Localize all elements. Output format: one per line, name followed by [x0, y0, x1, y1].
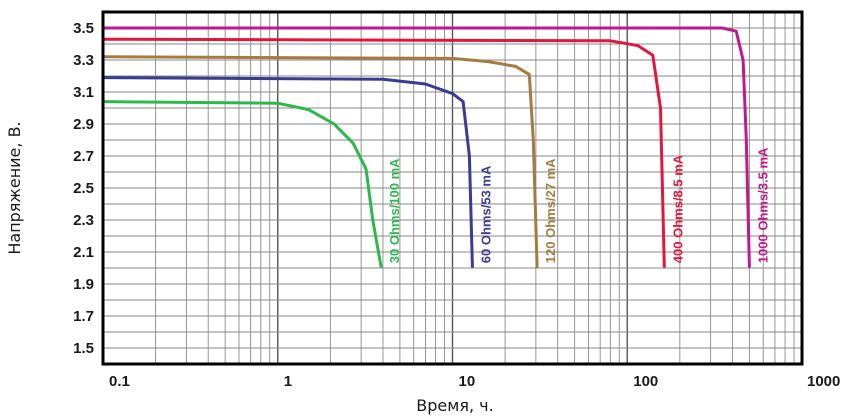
series-label-5: 1000 Ohms/3.5 mA — [755, 147, 770, 263]
x-tick-label: 10 — [459, 373, 476, 390]
y-tick-label: 3.1 — [73, 84, 94, 101]
series-layer — [101, 26, 751, 268]
y-tick-label: 2.7 — [73, 148, 94, 165]
y-tick-label: 2.9 — [73, 116, 94, 133]
y-tick-label: 1.7 — [73, 308, 94, 325]
y-tick-label: 2.3 — [73, 212, 94, 229]
y-tick-label: 3.5 — [73, 20, 94, 37]
x-axis-title: Время, ч. — [416, 396, 493, 415]
y-tick-label: 2.5 — [73, 180, 94, 197]
series-labels: 30 Ohms/100 mA 60 Ohms/53 mA 120 Ohms/27 m… — [387, 147, 770, 263]
series-line-1 — [101, 100, 383, 268]
plot-frame — [101, 10, 804, 366]
series-label-3: 120 Ohms/27 mA — [543, 158, 558, 263]
series-label-2: 60 Ohms/53 mA — [478, 165, 493, 263]
y-tick-label: 1.9 — [73, 276, 94, 293]
series-label-1: 30 Ohms/100 mA — [387, 158, 402, 263]
series-label-4: 400 Ohms/8.5 mA — [670, 154, 685, 263]
series-line-4 — [101, 37, 666, 268]
series-line-3 — [101, 55, 539, 268]
series-line-2 — [101, 76, 474, 268]
x-tick-label: 1000 — [807, 373, 840, 390]
series-line-5 — [101, 26, 751, 268]
x-tick-label: 0.1 — [109, 373, 130, 390]
axis-ticks: 3.5 3.3 3.1 2.9 2.7 2.5 2.3 2.1 1.9 1.7 1.5 0.1 1 10 1… — [73, 20, 840, 390]
y-tick-label: 3.3 — [73, 52, 94, 69]
x-tick-label: 100 — [633, 373, 658, 390]
y-tick-label: 1.5 — [73, 340, 94, 357]
x-tick-label: 1 — [284, 373, 292, 390]
y-axis-title: Напряжение, В. — [5, 121, 24, 254]
y-tick-label: 2.1 — [73, 244, 94, 261]
plot-grid — [103, 12, 802, 364]
